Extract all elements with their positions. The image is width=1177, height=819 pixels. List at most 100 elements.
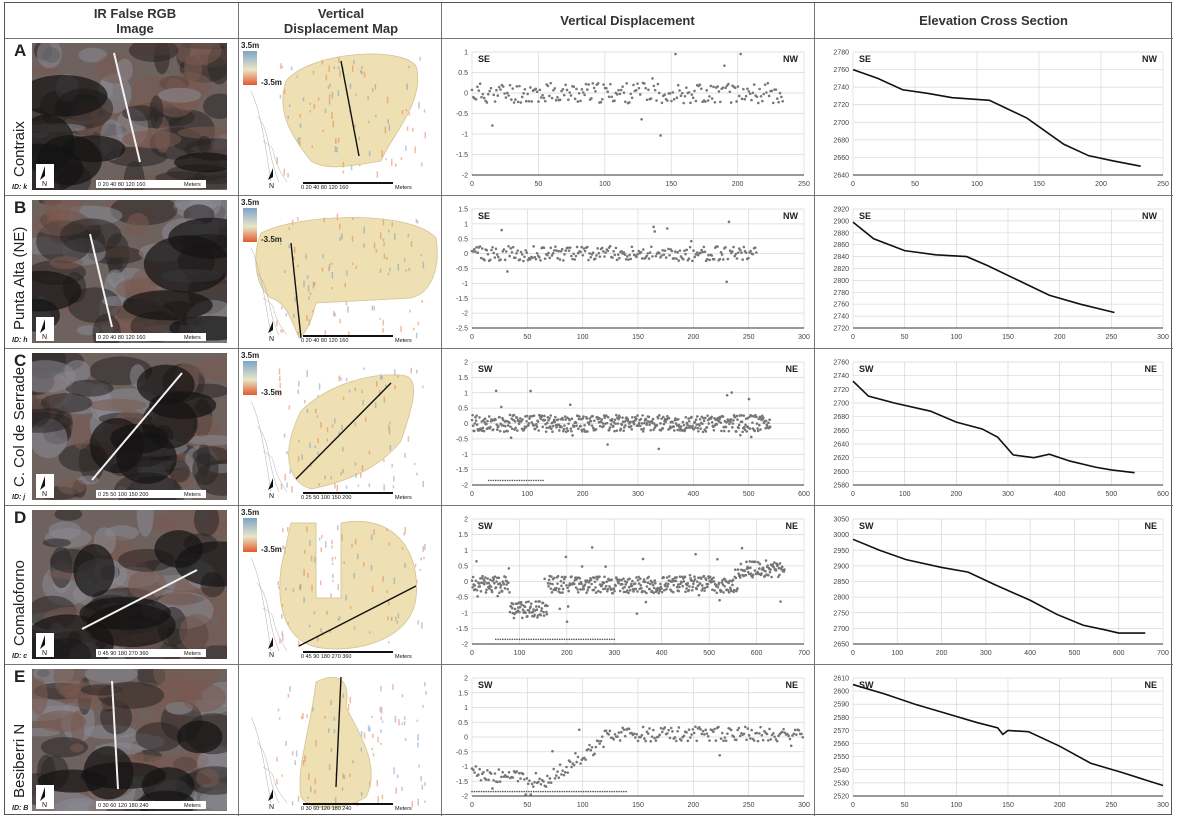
y-tick-label: -1.5 — [456, 626, 468, 633]
displacement-point — [680, 580, 683, 584]
displacement-point — [700, 732, 704, 736]
displacement-point — [479, 778, 483, 782]
x-tick-label: 100 — [514, 650, 526, 657]
displacement-point — [508, 254, 511, 258]
displacement-point — [497, 768, 501, 771]
displacement-point — [743, 725, 747, 729]
displacement-point — [594, 257, 597, 260]
map-scale-bar: 0 25 50 100 150 200 — [301, 495, 351, 501]
displacement-point — [622, 91, 626, 95]
displacement-point — [679, 94, 683, 98]
displacement-point — [492, 251, 495, 255]
displacement-point — [606, 443, 609, 446]
y-tick-label: 2760 — [833, 302, 849, 309]
y-tick-label: 0 — [464, 251, 468, 258]
displacement-point — [737, 726, 741, 730]
flag-marker — [596, 790, 599, 793]
displacement-point — [685, 421, 689, 425]
displacement-point — [616, 253, 620, 256]
displacement-point — [603, 416, 607, 420]
displacement-point — [705, 732, 709, 735]
flag-marker — [509, 790, 511, 793]
displacement-point — [740, 546, 744, 550]
legend-max-label: 3.5m — [241, 508, 260, 517]
displacement-point — [532, 245, 535, 248]
displacement-point — [477, 582, 481, 585]
displacement-point — [695, 415, 699, 418]
elevation-profile-line — [852, 221, 1115, 314]
displacement-point — [610, 95, 614, 99]
displacement-point — [537, 429, 540, 432]
displacement-point — [570, 254, 573, 258]
displacement-point — [499, 586, 502, 589]
displacement-point — [615, 429, 619, 432]
displacement-point — [624, 100, 627, 104]
elevation-profile-line — [852, 538, 1146, 634]
displacement-point — [755, 422, 759, 425]
displacement-point — [480, 247, 484, 250]
displacement-point — [719, 737, 723, 740]
displacement-point — [627, 258, 630, 261]
displacement-point — [590, 582, 593, 586]
displacement-point — [602, 424, 605, 428]
row-id-label: ID: c — [12, 653, 28, 660]
flag-marker — [494, 790, 497, 793]
displacement-point — [663, 93, 666, 96]
displacement-point — [698, 582, 702, 585]
displacement-point — [776, 563, 780, 567]
displacement-point — [604, 251, 607, 254]
displacement-point — [606, 416, 610, 419]
displacement-point — [774, 88, 778, 91]
y-tick-label: 2880 — [833, 230, 849, 237]
displacement-point — [709, 84, 713, 88]
x-tick-label: 250 — [1105, 802, 1117, 809]
row-divider — [5, 38, 1173, 39]
x-tick-label: 150 — [1002, 802, 1014, 809]
displacement-point — [576, 100, 580, 103]
displacement-point — [733, 254, 736, 258]
displacement-point — [721, 579, 724, 582]
displacement-point — [676, 251, 679, 254]
ir-scale-bar: 0 30 60 120 180 240 — [98, 803, 148, 809]
displacement-point — [704, 728, 707, 732]
flag-marker — [625, 790, 627, 793]
displacement-point — [764, 419, 768, 423]
displacement-point — [564, 575, 567, 579]
displacement-point — [630, 428, 634, 431]
displacement-point — [500, 405, 503, 409]
displacement-point — [598, 417, 601, 420]
displacement-point — [673, 736, 677, 739]
displacement-point — [532, 424, 535, 427]
x-tick-label: 300 — [1157, 334, 1169, 341]
displacement-point — [639, 735, 642, 739]
displacement-point — [600, 583, 604, 586]
y-tick-label: 2840 — [833, 254, 849, 261]
displacement-point — [732, 588, 736, 592]
displacement-point — [691, 424, 694, 428]
displacement-point — [742, 414, 746, 417]
displacement-point — [754, 560, 757, 564]
displacement-point — [589, 255, 593, 259]
displacement-point — [735, 738, 738, 742]
row-site-name: Contraix — [11, 121, 28, 177]
direction-right-label: NE — [785, 364, 798, 374]
flag-marker — [528, 638, 530, 641]
displacement-point — [476, 595, 479, 598]
displacement-point — [545, 421, 549, 425]
displacement-point — [623, 420, 627, 423]
displacement-point — [577, 91, 581, 95]
x-tick-label: 100 — [577, 802, 589, 809]
north-label: N — [269, 652, 274, 659]
displacement-point — [624, 424, 627, 427]
displacement-point — [761, 99, 764, 103]
displacement-point — [671, 730, 674, 733]
displacement-point — [676, 428, 680, 432]
displacement-point — [729, 728, 733, 732]
displacement-point — [628, 577, 631, 581]
flag-marker — [592, 638, 594, 641]
flag-marker — [471, 790, 473, 793]
flag-marker — [580, 790, 582, 793]
displacement-point — [523, 255, 526, 259]
displacement-point — [640, 586, 643, 590]
